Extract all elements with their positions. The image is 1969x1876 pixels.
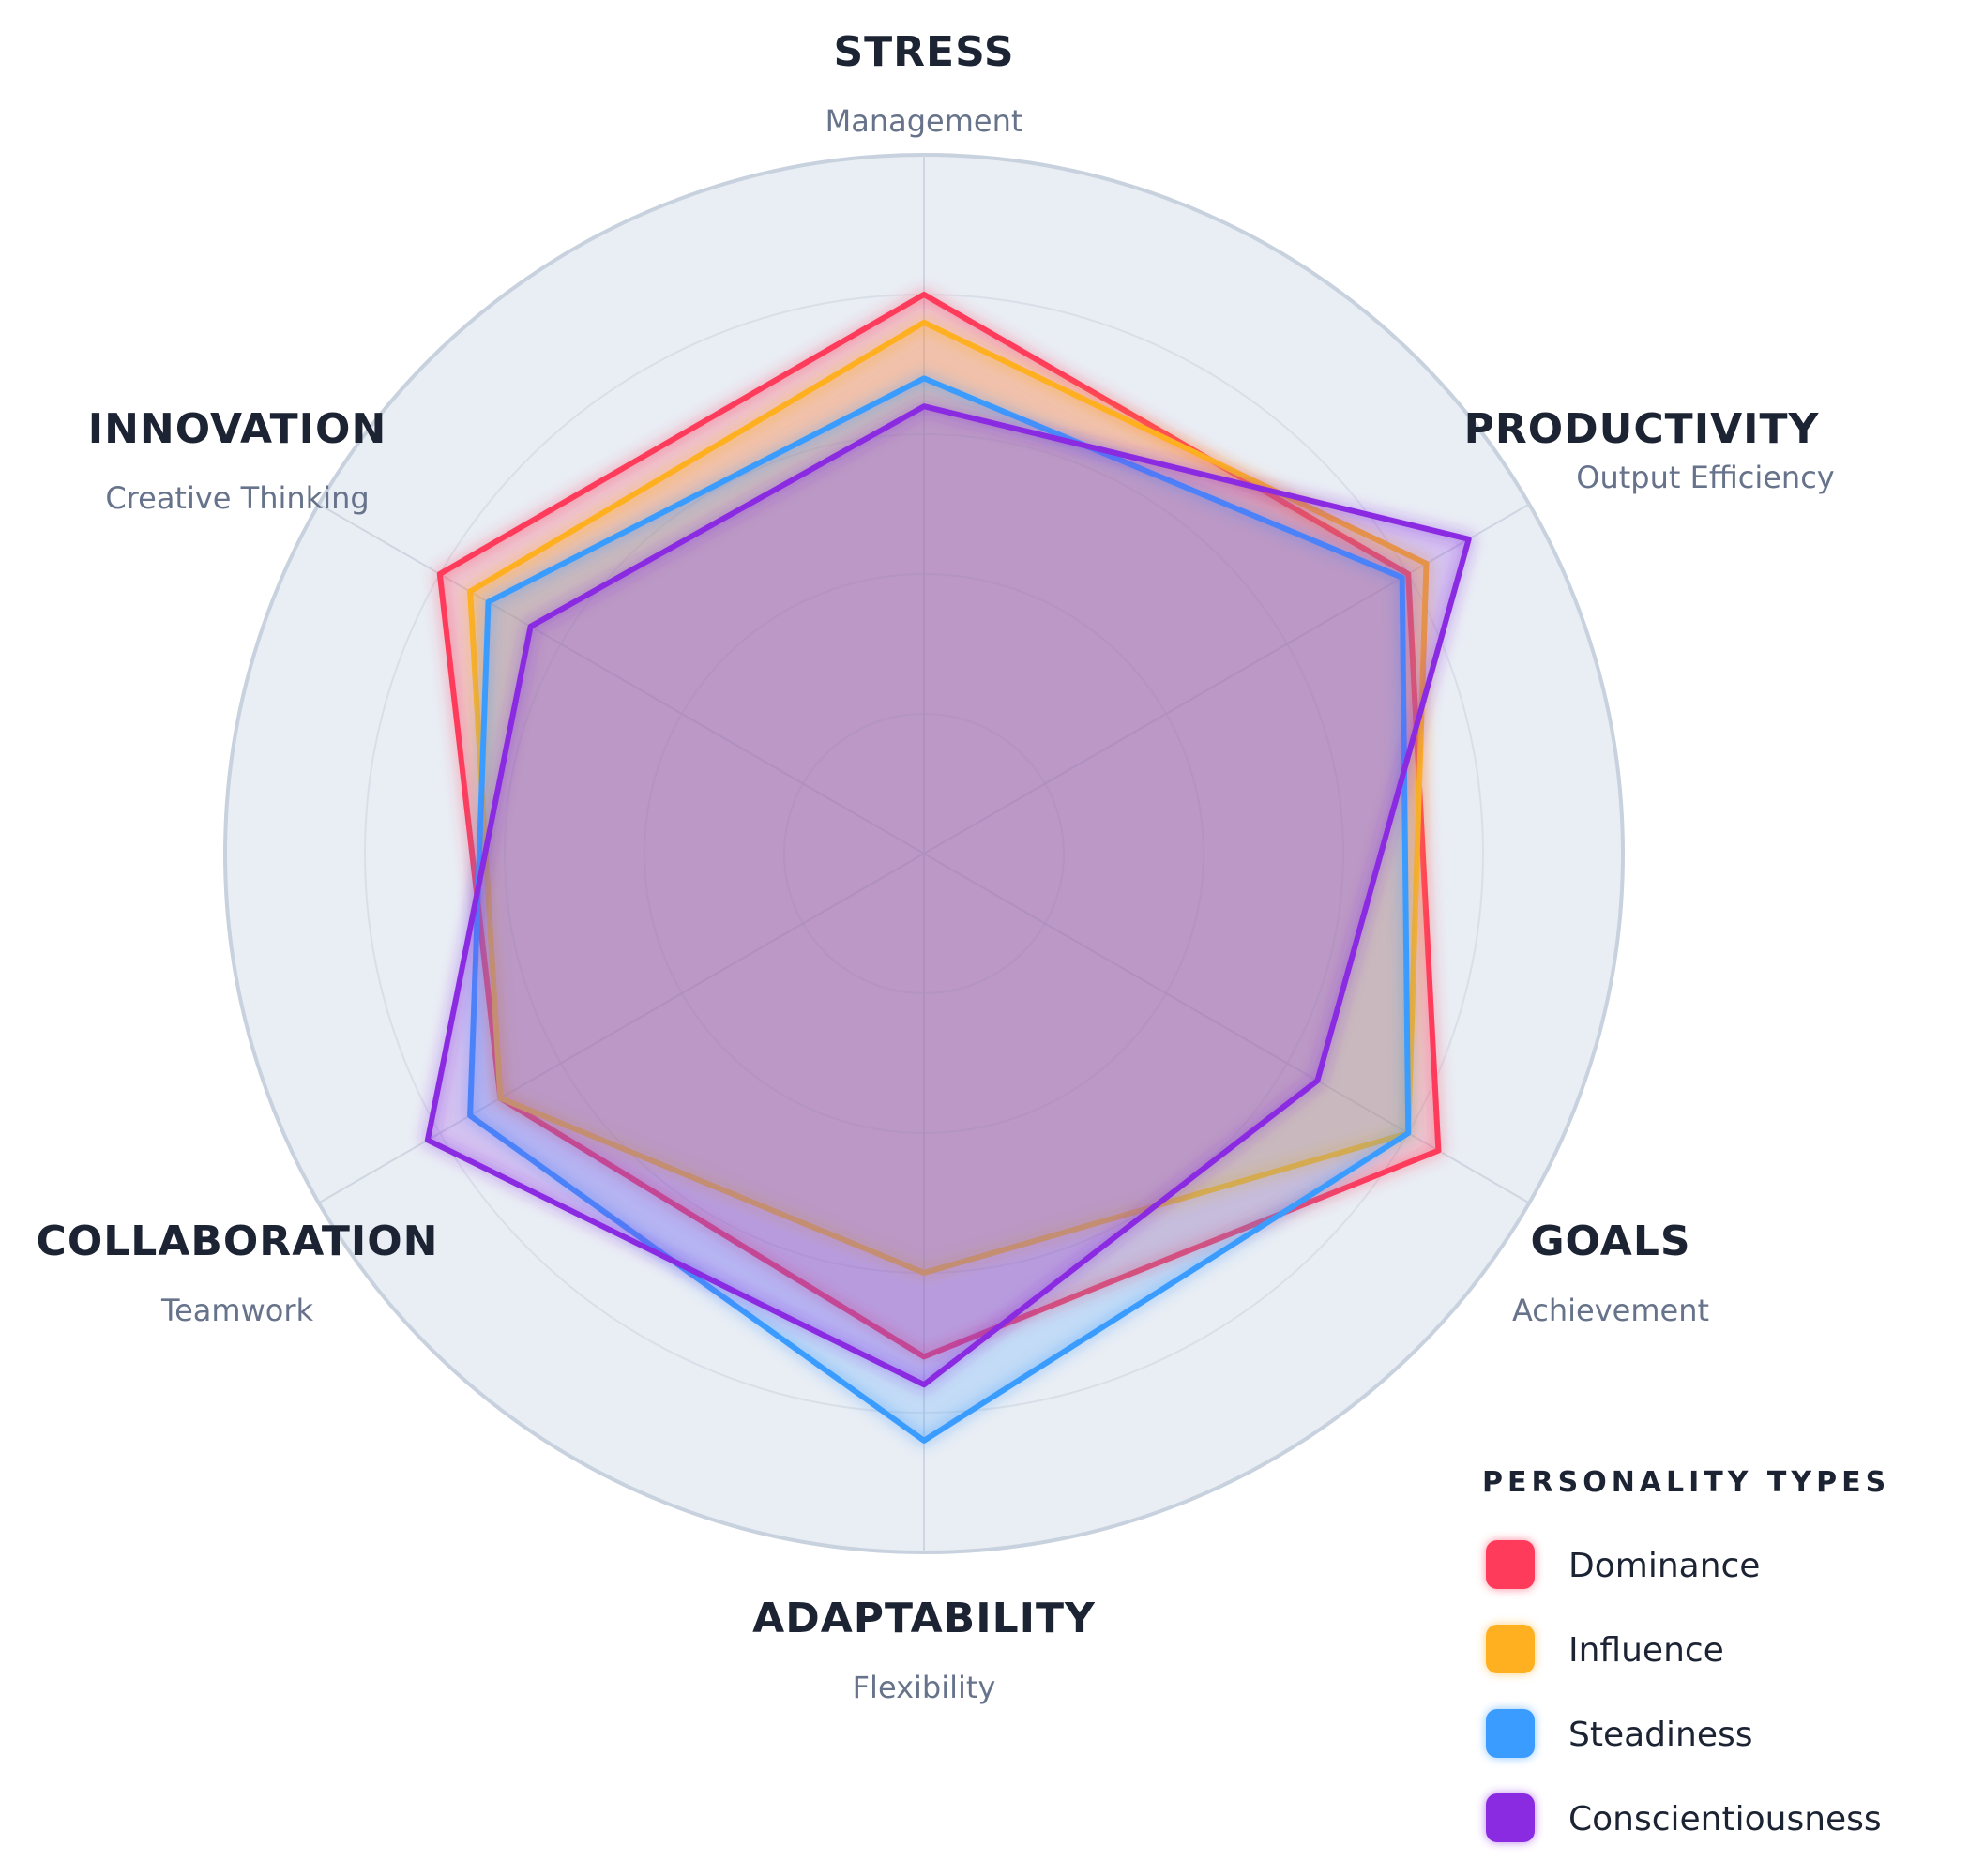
legend-label-steadiness: Steadiness [1568, 1716, 1753, 1754]
axis-spoke [318, 853, 925, 1204]
legend-swatch-dominance [1486, 1540, 1535, 1589]
radar-grid [223, 153, 1625, 1554]
legend-label-conscientiousness: Conscientiousness [1568, 1800, 1882, 1838]
series-conscientiousness [421, 401, 1475, 1391]
legend-item-influence[interactable]: Influence [1486, 1625, 1724, 1673]
legend-item-conscientiousness[interactable]: Conscientiousness [1486, 1793, 1882, 1842]
axis-label-productivity: PRODUCTIVITY [1464, 405, 1820, 453]
axis-spoke [923, 853, 1530, 1204]
series-influence [464, 316, 1432, 1278]
series-dominance-area [439, 295, 1439, 1357]
axis-sublabel-innovation: Creative Thinking [105, 480, 369, 516]
series-steadiness [464, 372, 1415, 1446]
series-steadiness-area [470, 378, 1409, 1441]
series-conscientiousness-line [424, 403, 1472, 1388]
axis-sublabel-collaboration: Teamwork [160, 1293, 313, 1328]
series-dominance [433, 289, 1445, 1363]
axis-label-innovation: INNOVATION [88, 405, 387, 453]
axis-label-goals: GOALS [1530, 1218, 1690, 1265]
legend-item-steadiness[interactable]: Steadiness [1486, 1709, 1753, 1758]
axis-sublabel-stress: Management [825, 103, 1023, 139]
axis-label-collaboration: COLLABORATION [37, 1218, 439, 1265]
series-influence-line [467, 319, 1430, 1276]
axis-label-stress: STRESS [833, 28, 1014, 76]
legend: PERSONALITY TYPES Dominance Influence Stea… [1482, 1466, 1890, 1842]
legend-swatch-steadiness [1486, 1709, 1535, 1758]
axis-labels: STRESS Management PRODUCTIVITY Output Effic… [37, 28, 1835, 1705]
axis-sublabel-adaptability: Flexibility [853, 1670, 996, 1705]
axis-sublabel-goals: Achievement [1512, 1293, 1709, 1328]
axis-label-adaptability: ADAPTABILITY [752, 1595, 1096, 1642]
series-influence-area [470, 322, 1427, 1273]
legend-swatch-conscientiousness [1486, 1793, 1535, 1842]
radar-series [421, 289, 1475, 1446]
axis-sublabel-productivity: Output Efficiency [1576, 460, 1834, 495]
axis-spoke [318, 503, 925, 855]
legend-label-dominance: Dominance [1568, 1547, 1760, 1585]
series-dominance-line [436, 292, 1442, 1360]
legend-swatch-influence [1486, 1625, 1535, 1673]
series-conscientiousness-area [427, 406, 1469, 1385]
legend-title: PERSONALITY TYPES [1482, 1466, 1890, 1499]
legend-label-influence: Influence [1568, 1631, 1724, 1670]
series-steadiness-line [467, 375, 1412, 1444]
legend-item-dominance[interactable]: Dominance [1486, 1540, 1760, 1589]
